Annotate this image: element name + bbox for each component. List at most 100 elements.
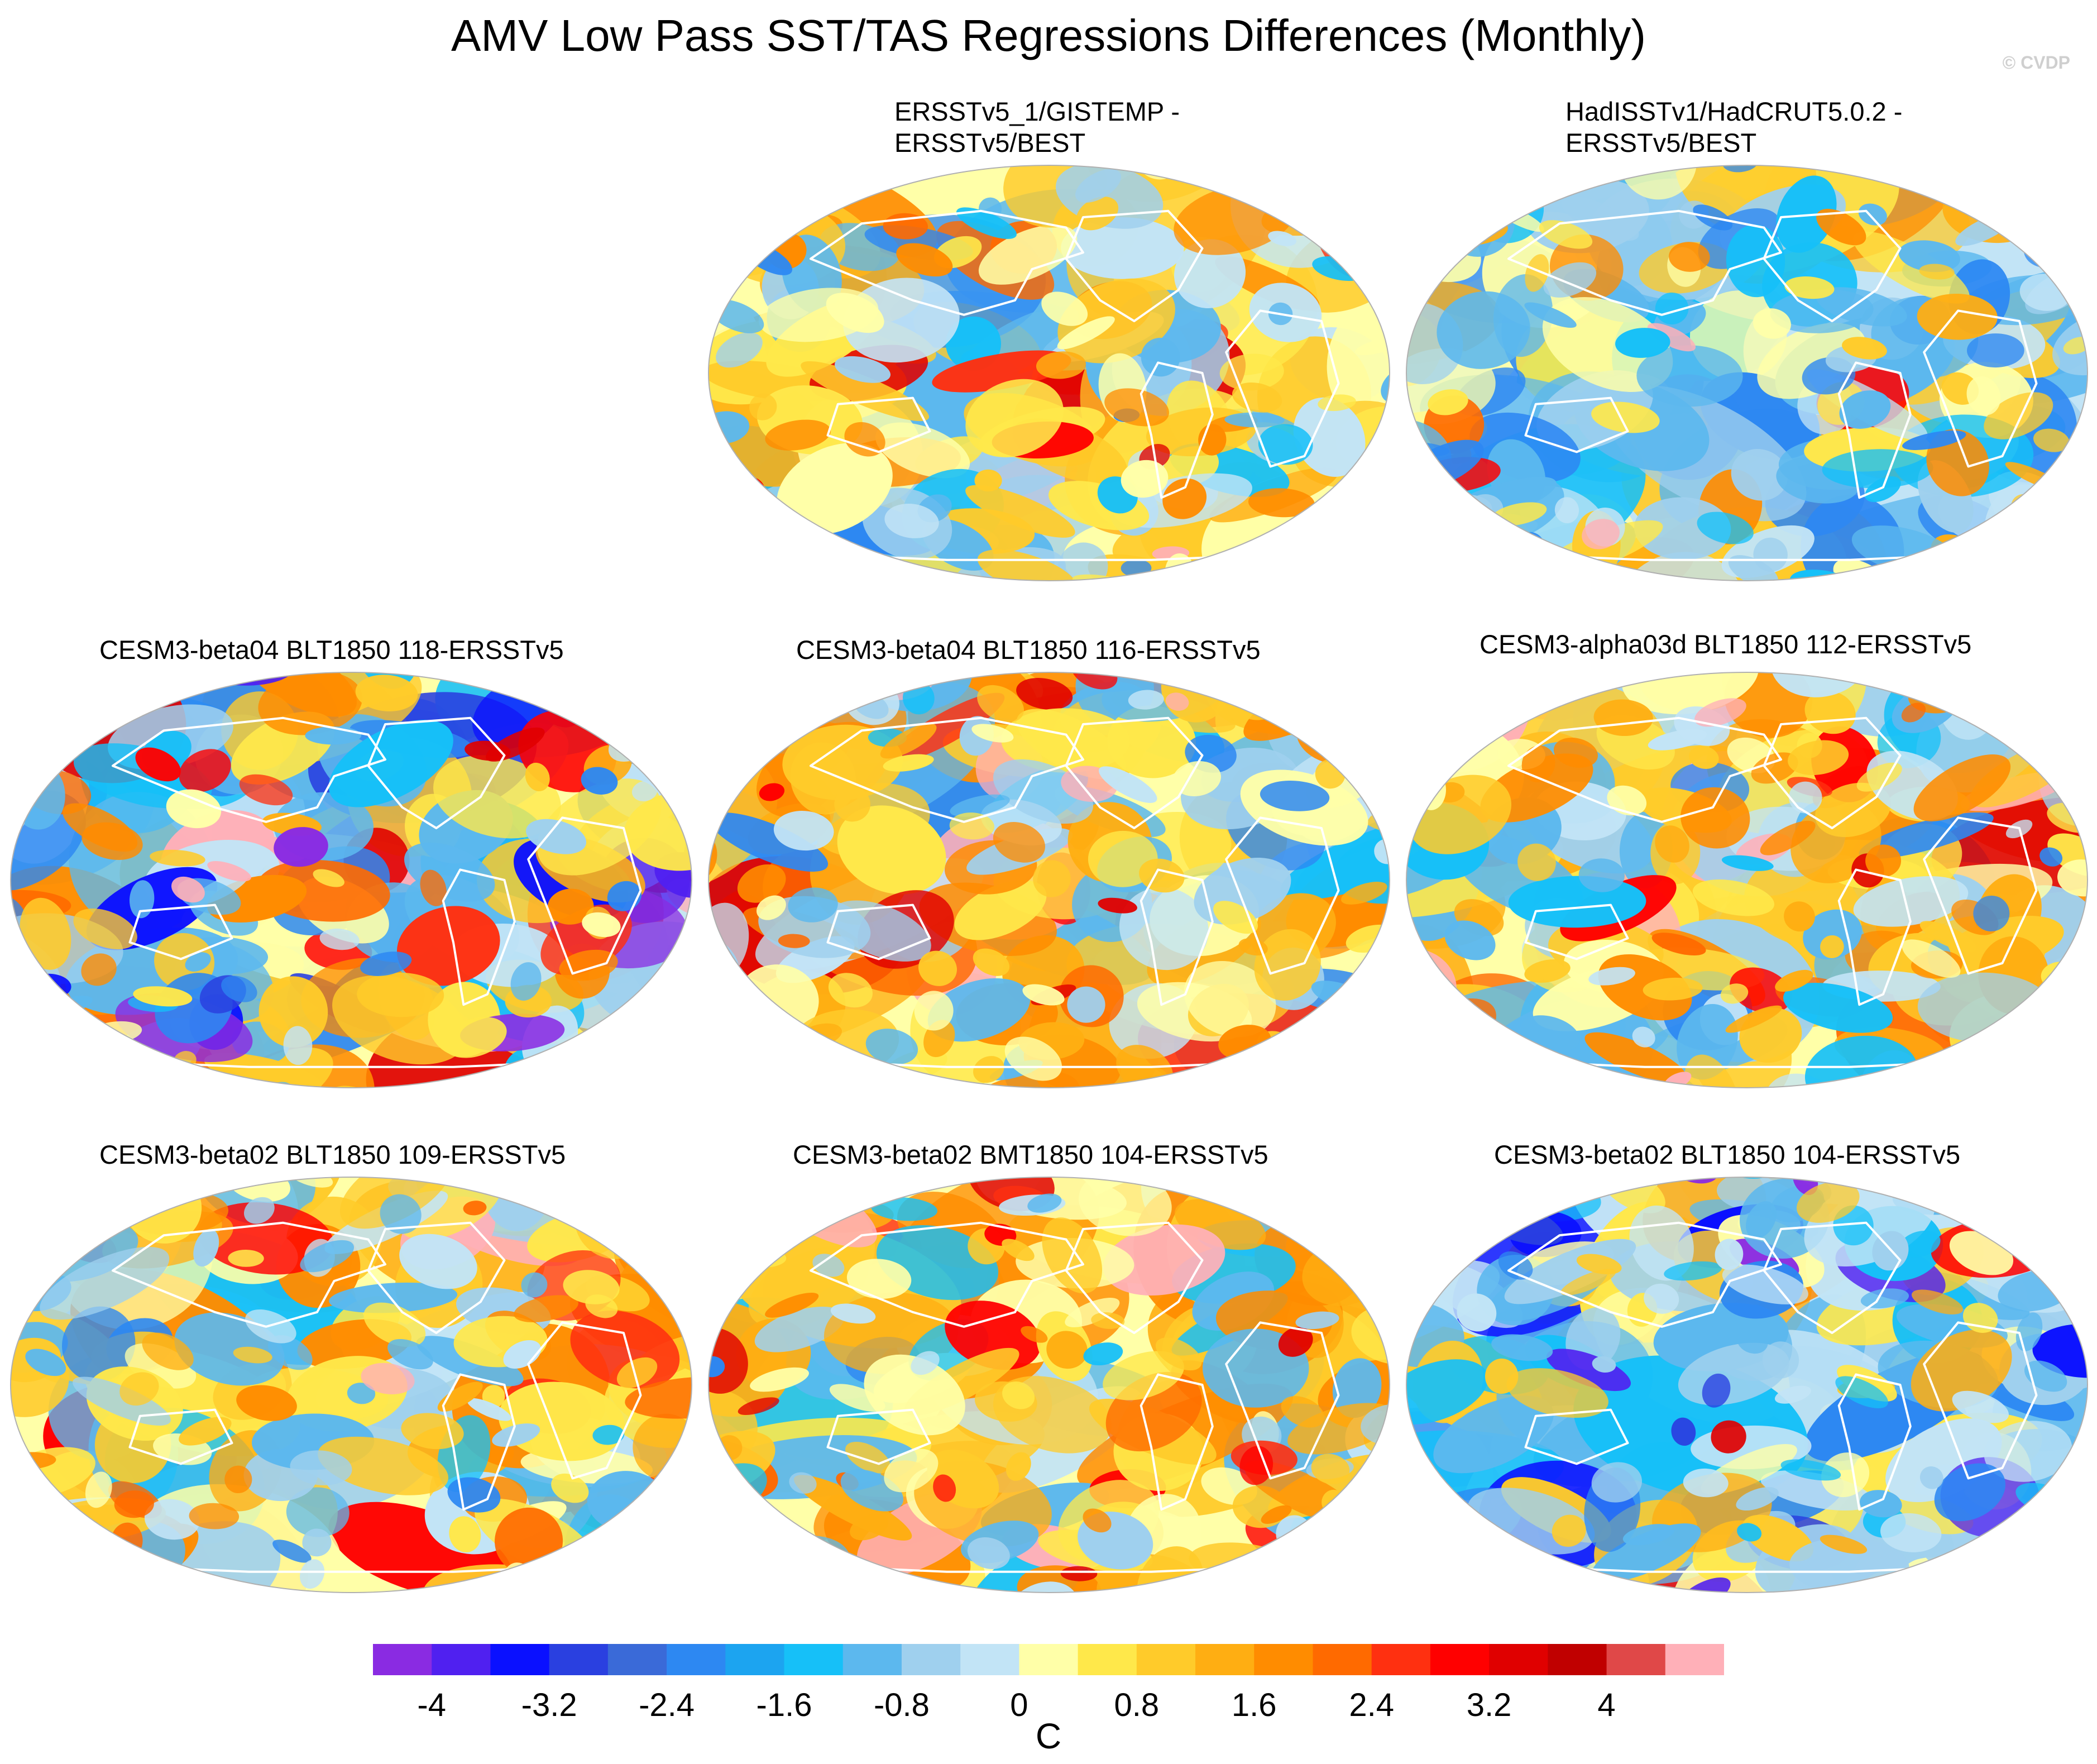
anomaly-blob <box>1268 231 1296 246</box>
anomaly-blob <box>1634 497 1731 560</box>
anomaly-blob <box>467 1398 511 1421</box>
anomaly-blob <box>1560 1269 1616 1295</box>
anomaly-blob <box>443 1017 507 1058</box>
anomaly-blob <box>299 1559 325 1589</box>
anomaly-blob <box>1651 933 1706 956</box>
colorbar-swatch <box>1313 1644 1372 1675</box>
anomaly-blob <box>1213 901 1258 934</box>
anomaly-blob <box>1057 316 1115 350</box>
anomaly-blob <box>521 1272 548 1298</box>
anomaly-blob <box>551 1473 589 1503</box>
colorbar-swatch <box>1606 1644 1666 1675</box>
coastline <box>1507 716 1782 823</box>
anomaly-blob <box>756 540 816 581</box>
anomaly-blob <box>457 1173 596 1178</box>
anomaly-blob <box>956 207 1017 239</box>
anomaly-blob <box>788 887 838 922</box>
anomaly-blob <box>1775 969 1813 992</box>
anomaly-blob <box>1248 488 1315 518</box>
colorbar-tick-label: 4 <box>1597 1687 1616 1723</box>
anomaly-blob <box>27 1177 87 1192</box>
anomaly-blob <box>1780 1459 1841 1481</box>
anomaly-blob <box>1865 476 1901 503</box>
colorbar-swatch <box>1019 1644 1079 1675</box>
anomaly-blob <box>1784 901 1815 932</box>
anomaly-blob <box>300 1240 355 1273</box>
anomaly-blob <box>239 774 293 806</box>
anomaly-blob <box>1278 1327 1313 1357</box>
colorbar-tick-label: 0.8 <box>1114 1687 1160 1723</box>
anomaly-blob <box>1722 1264 1808 1304</box>
anomaly-blob <box>1692 879 1775 916</box>
anomaly-blob <box>1232 383 1282 413</box>
anomaly-blob <box>258 976 328 1048</box>
map-panel-6 <box>9 1173 693 1593</box>
anomaly-blob <box>449 1516 481 1553</box>
anomaly-blob <box>318 1436 448 1495</box>
anomaly-blob <box>750 1367 809 1392</box>
anomaly-blob <box>129 880 155 919</box>
anomaly-blob <box>1607 785 1647 816</box>
coastline <box>527 1321 642 1480</box>
anomaly-blob <box>1804 690 1856 734</box>
panel-1-title-line2: ERSSTv5/BEST <box>894 128 1086 157</box>
coastline <box>826 903 931 960</box>
coastline <box>527 816 642 975</box>
anomaly-blob <box>1444 920 1496 960</box>
map-outline <box>1405 165 2089 581</box>
anomaly-blob <box>1746 1201 1777 1239</box>
anomaly-blob <box>61 1306 136 1382</box>
coastline <box>442 1373 516 1511</box>
anomaly-blob <box>595 1561 657 1593</box>
anomaly-blob <box>1260 781 1330 811</box>
anomaly-blob <box>1243 543 1288 576</box>
anomaly-blob <box>274 827 328 867</box>
anomaly-blob <box>2041 962 2082 991</box>
anomaly-blob <box>582 912 621 938</box>
colorbar-tick-label: -2.4 <box>639 1687 695 1723</box>
anomaly-blob <box>993 821 1045 863</box>
coastline <box>1923 1321 2038 1480</box>
anomaly-blob <box>1061 217 1184 279</box>
coastline <box>1507 209 1782 316</box>
anomaly-blob <box>1804 1035 1918 1088</box>
anomaly-blob <box>592 1572 692 1593</box>
anomaly-blob <box>883 754 934 772</box>
anomaly-blob <box>1457 1293 1497 1332</box>
anomaly-blob <box>40 1246 170 1320</box>
anomaly-blob <box>1104 388 1169 427</box>
anomaly-blob <box>1155 1337 1202 1371</box>
anomaly-blob <box>911 1351 940 1375</box>
anomaly-blob <box>1934 1463 2006 1522</box>
coastline <box>810 1221 1084 1328</box>
anomaly-blob <box>950 794 1010 817</box>
anomaly-blob <box>967 1537 1010 1569</box>
anomaly-blob <box>1622 1524 1675 1546</box>
map-outline <box>707 1177 1391 1593</box>
anomaly-blob <box>708 1177 804 1192</box>
anomaly-blob <box>1835 1376 1888 1408</box>
map-panel-1 <box>707 165 1391 581</box>
colorbar-units: C <box>1035 1716 1062 1756</box>
anomaly-blob <box>1647 323 1696 352</box>
figure-title: AMV Low Pass SST/TAS Regressions Differe… <box>451 11 1646 60</box>
anomaly-blob <box>736 1536 818 1593</box>
anomaly-blob <box>302 1528 332 1557</box>
coastline <box>1140 361 1214 499</box>
panel-7-title: CESM3-beta02 BMT1850 104-ERSSTv5 <box>793 1140 1268 1169</box>
anomaly-blob <box>193 1229 219 1267</box>
anomaly-blob <box>1901 702 1926 723</box>
anomaly-blob <box>778 1581 927 1597</box>
anomaly-blob <box>1776 175 1837 253</box>
anomaly-blob <box>1406 1185 1454 1263</box>
anomaly-blob <box>1219 353 1284 391</box>
anomaly-blob <box>739 561 802 581</box>
map-panel-2 <box>1405 161 2090 581</box>
anomaly-blob <box>1525 254 1549 292</box>
anomaly-blob <box>1916 161 2090 178</box>
anomaly-blob <box>1406 1519 1442 1537</box>
map-outline <box>1405 672 2089 1088</box>
coastline <box>367 716 506 829</box>
panel-3-title: CESM3-beta04 BLT1850 118-ERSSTv5 <box>99 635 564 665</box>
anomaly-blob <box>1332 1358 1382 1418</box>
